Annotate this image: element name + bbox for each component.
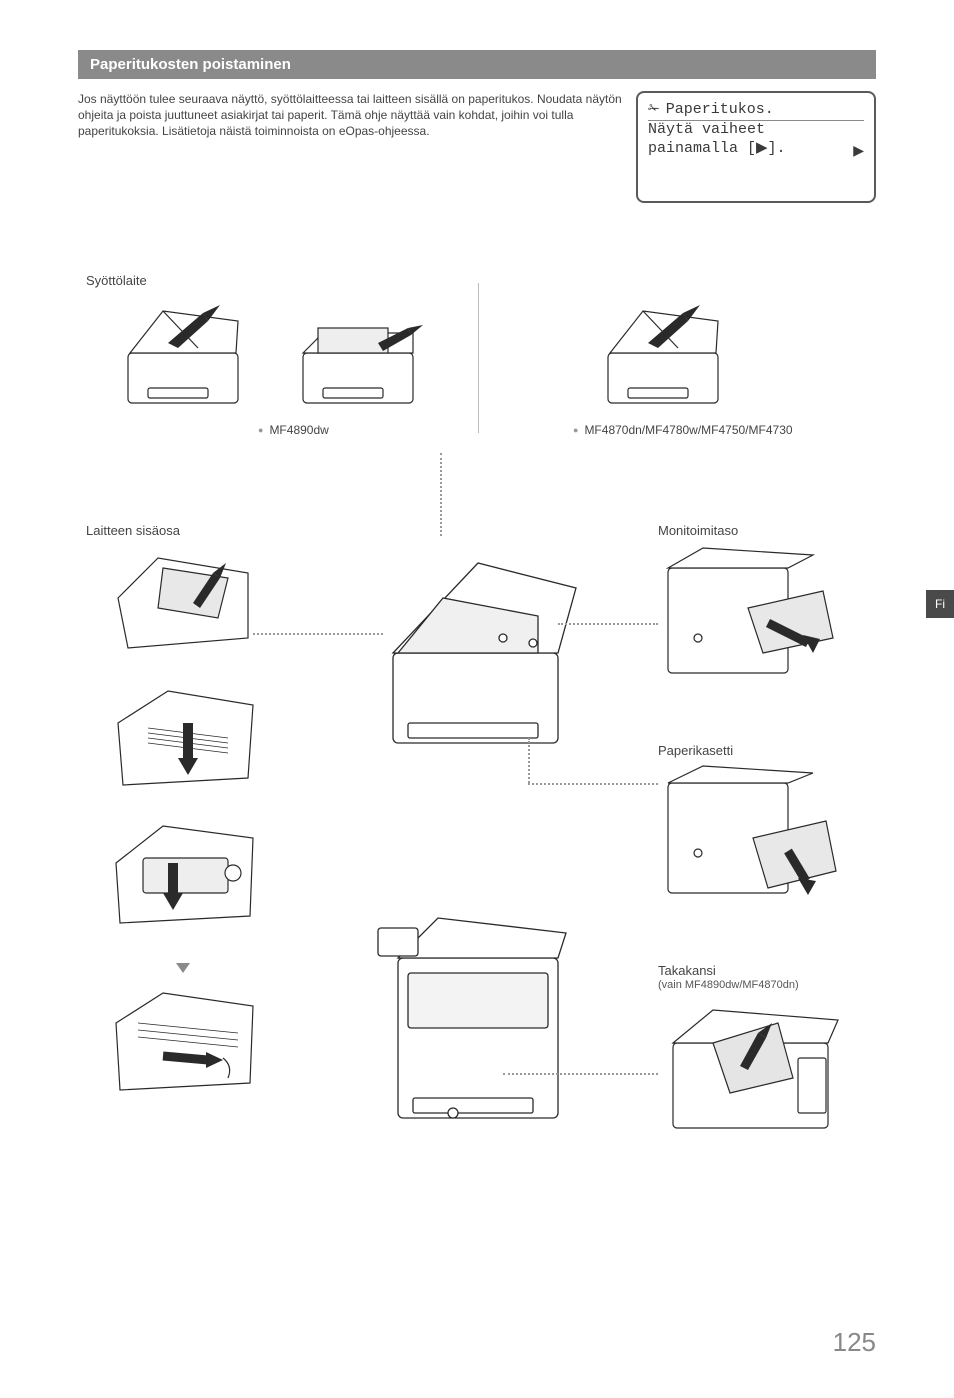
fig-feeder-3: [588, 293, 738, 413]
fig-inside-1: [108, 548, 258, 663]
fig-inside-2: [108, 683, 258, 798]
lcd-display: ✁ Paperitukos. Näytä vaiheet painamalla …: [636, 91, 876, 203]
lcd-line3: painamalla [▶].: [648, 138, 864, 157]
dotted-right-cassette: [528, 783, 658, 785]
dotted-left-mid: [253, 633, 383, 635]
fig-center-2: [348, 903, 588, 1133]
section-title: Paperitukosten poistaminen: [90, 56, 291, 73]
intro-row: Jos näyttöön tulee seuraava näyttö, syöt…: [78, 91, 876, 203]
fig-center-1: [348, 538, 588, 758]
arrow-down-icon: [176, 963, 190, 973]
page-number: 125: [833, 1327, 876, 1358]
intro-paragraph: Jos näyttöön tulee seuraava näyttö, syöt…: [78, 91, 622, 203]
dotted-right-mid: [558, 623, 658, 625]
label-rear-sub: (vain MF4890dw/MF4870dn): [658, 979, 799, 991]
fig-feeder-2: [283, 293, 433, 413]
fig-inside-4: [108, 988, 258, 1103]
dotted-center-mid: [528, 738, 530, 783]
dotted-right-rear: [503, 1073, 658, 1075]
fig-cassette: [658, 763, 843, 913]
label-multi: Monitoimitaso: [658, 523, 738, 538]
label-model-right: MF4870dn/MF4780w/MF4750/MF4730: [573, 423, 793, 437]
lcd-line1: Paperitukos.: [666, 101, 774, 118]
lcd-line2: Näytä vaiheet: [648, 121, 864, 138]
label-inside: Laitteen sisäosa: [86, 523, 180, 538]
fig-feeder-1: [108, 293, 258, 413]
lcd-arrow-icon: ▶: [853, 143, 864, 160]
fig-multi: [658, 543, 843, 688]
language-tab: Fi: [926, 590, 954, 618]
language-code: Fi: [935, 597, 945, 611]
label-model-left: MF4890dw: [258, 423, 329, 437]
dotted-center-top: [440, 453, 442, 548]
jam-icon: ✁: [648, 101, 660, 118]
label-feeder: Syöttölaite: [86, 273, 147, 288]
fig-rear: [658, 998, 843, 1138]
divider-feeder: [478, 283, 479, 433]
section-header: Paperitukosten poistaminen: [78, 50, 876, 79]
label-cassette: Paperikasetti: [658, 743, 733, 758]
fig-inside-3: [108, 818, 258, 933]
diagram-area: Syöttölaite: [78, 273, 876, 1223]
label-rear: Takakansi: [658, 963, 716, 978]
